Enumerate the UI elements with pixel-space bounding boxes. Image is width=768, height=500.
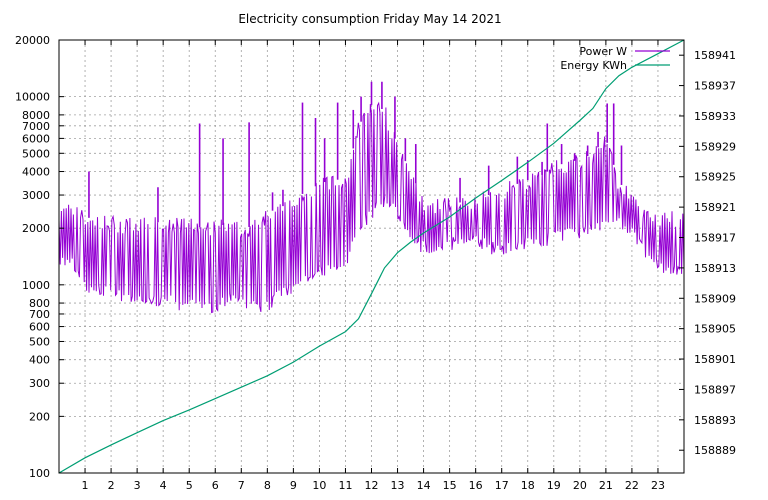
y-tick-label: 5000 — [22, 147, 50, 160]
y2-tick-label: 158917 — [694, 232, 736, 245]
x-tick-label: 22 — [625, 479, 639, 492]
y2-tick-label: 158941 — [694, 49, 736, 62]
y2-tick-label: 158929 — [694, 140, 736, 153]
y-tick-label: 100 — [29, 467, 50, 480]
x-tick-label: 16 — [469, 479, 483, 492]
power-series-line — [58, 101, 685, 314]
y-tick-label: 200 — [29, 410, 50, 423]
legend-label: Power W — [579, 45, 627, 58]
y-tick-label: 2000 — [22, 222, 50, 235]
legend-label: Energy KWh — [560, 59, 627, 72]
x-tick-label: 8 — [264, 479, 271, 492]
x-tick-label: 19 — [547, 479, 561, 492]
y2-tick-label: 158909 — [694, 292, 736, 305]
x-tick-label: 21 — [599, 479, 613, 492]
y-tick-label: 7000 — [22, 120, 50, 133]
x-tick-label: 10 — [312, 479, 326, 492]
y-tick-label: 6000 — [22, 132, 50, 145]
y-tick-label: 4000 — [22, 166, 50, 179]
x-tick-label: 17 — [495, 479, 509, 492]
y-tick-label: 1000 — [22, 279, 50, 292]
y-tick-label: 10000 — [15, 91, 50, 104]
y2-tick-label: 158893 — [694, 414, 736, 427]
series-layer — [58, 39, 685, 474]
x-tick-label: 13 — [391, 479, 405, 492]
chart-title: Electricity consumption Friday May 14 20… — [238, 12, 501, 26]
y-tick-label: 400 — [29, 354, 50, 367]
x-tick-label: 18 — [521, 479, 535, 492]
x-tick-label: 5 — [186, 479, 193, 492]
axis-layer: 1 2 3 4 5 6 7 8 9 10 11 12 13 14 15 16 17 18 19 20 21 22 23100… — [15, 34, 736, 492]
x-tick-label: 4 — [160, 479, 167, 492]
y2-tick-label: 158933 — [694, 110, 736, 123]
y-tick-label: 3000 — [22, 189, 50, 202]
x-tick-label: 2 — [108, 479, 115, 492]
y2-tick-label: 158889 — [694, 444, 736, 457]
x-tick-label: 3 — [134, 479, 141, 492]
y2-tick-label: 158937 — [694, 80, 736, 93]
y-tick-label: 300 — [29, 377, 50, 390]
y-tick-label: 8000 — [22, 109, 50, 122]
energy-series-line — [58, 39, 685, 474]
y-tick-label: 700 — [29, 308, 50, 321]
x-tick-label: 11 — [338, 479, 352, 492]
y-tick-label: 600 — [29, 321, 50, 334]
y2-tick-label: 158913 — [694, 262, 736, 275]
x-tick-label: 7 — [238, 479, 245, 492]
x-tick-label: 23 — [651, 479, 665, 492]
x-tick-label: 20 — [573, 479, 587, 492]
y2-tick-label: 158921 — [694, 201, 736, 214]
x-tick-label: 12 — [365, 479, 379, 492]
y2-tick-label: 158905 — [694, 323, 736, 336]
x-tick-label: 15 — [443, 479, 457, 492]
x-tick-label: 6 — [212, 479, 219, 492]
y2-tick-label: 158925 — [694, 171, 736, 184]
y-tick-label: 800 — [29, 297, 50, 310]
y-tick-label: 500 — [29, 335, 50, 348]
y2-tick-label: 158901 — [694, 353, 736, 366]
y2-tick-label: 158897 — [694, 383, 736, 396]
x-tick-label: 9 — [290, 479, 297, 492]
y-tick-label: 20000 — [15, 34, 50, 47]
x-tick-label: 14 — [417, 479, 431, 492]
x-tick-label: 1 — [82, 479, 89, 492]
